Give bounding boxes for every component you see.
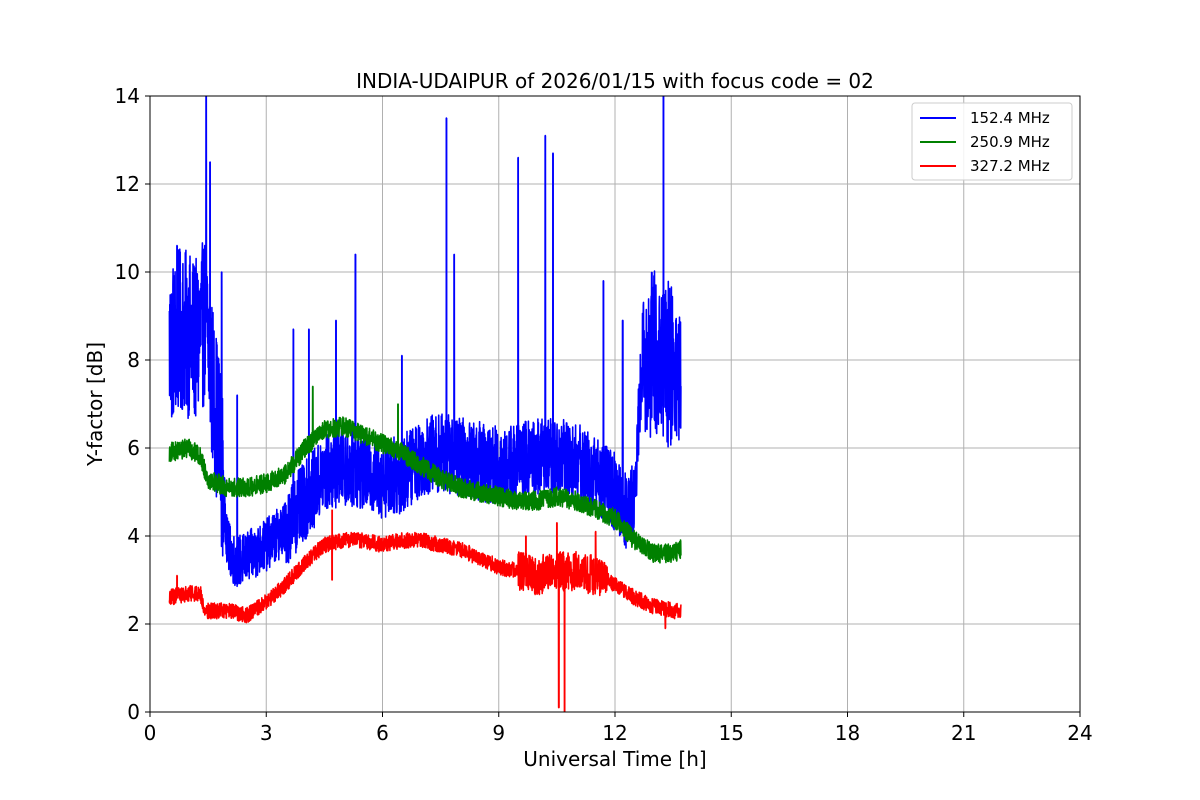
chart-title: INDIA-UDAIPUR of 2026/01/15 with focus c… [356, 69, 874, 93]
y-axis-label: Y-factor [dB] [83, 342, 107, 467]
y-tick-label: 6 [127, 436, 140, 460]
legend-box [911, 102, 1073, 181]
series-layer [168, 96, 682, 712]
legend: 152.4 MHz 250.9 MHz 327.2 MHz [911, 102, 1073, 181]
x-tick-label: 24 [1067, 721, 1092, 745]
y-tick-label: 14 [115, 84, 140, 108]
y-tick-label: 12 [115, 172, 140, 196]
x-tick-label: 21 [951, 721, 976, 745]
legend-label-1: 152.4 MHz [970, 109, 1050, 127]
x-tick-label: 12 [602, 721, 627, 745]
plot-area [168, 96, 682, 712]
x-tick-label: 0 [144, 721, 157, 745]
y-tick-label: 4 [127, 524, 140, 548]
grid [149, 95, 1081, 713]
legend-label-3: 327.2 MHz [970, 157, 1050, 175]
x-axis-label: Universal Time [h] [523, 747, 706, 771]
y-tick-label: 10 [115, 260, 140, 284]
x-tick-label: 3 [260, 721, 273, 745]
y-axis-ticks: 0 2 4 6 8 10 12 14 [115, 84, 150, 724]
y-tick-label: 8 [127, 348, 140, 372]
series-line-2 [168, 385, 682, 564]
y-tick-label: 0 [127, 700, 140, 724]
x-tick-label: 15 [719, 721, 744, 745]
y-tick-label: 2 [127, 612, 140, 636]
x-tick-label: 6 [376, 721, 389, 745]
legend-label-2: 250.9 MHz [970, 133, 1050, 151]
x-tick-label: 18 [835, 721, 860, 745]
x-tick-label: 9 [492, 721, 505, 745]
x-axis-ticks: 0 3 6 9 12 15 18 21 24 [144, 712, 1093, 745]
